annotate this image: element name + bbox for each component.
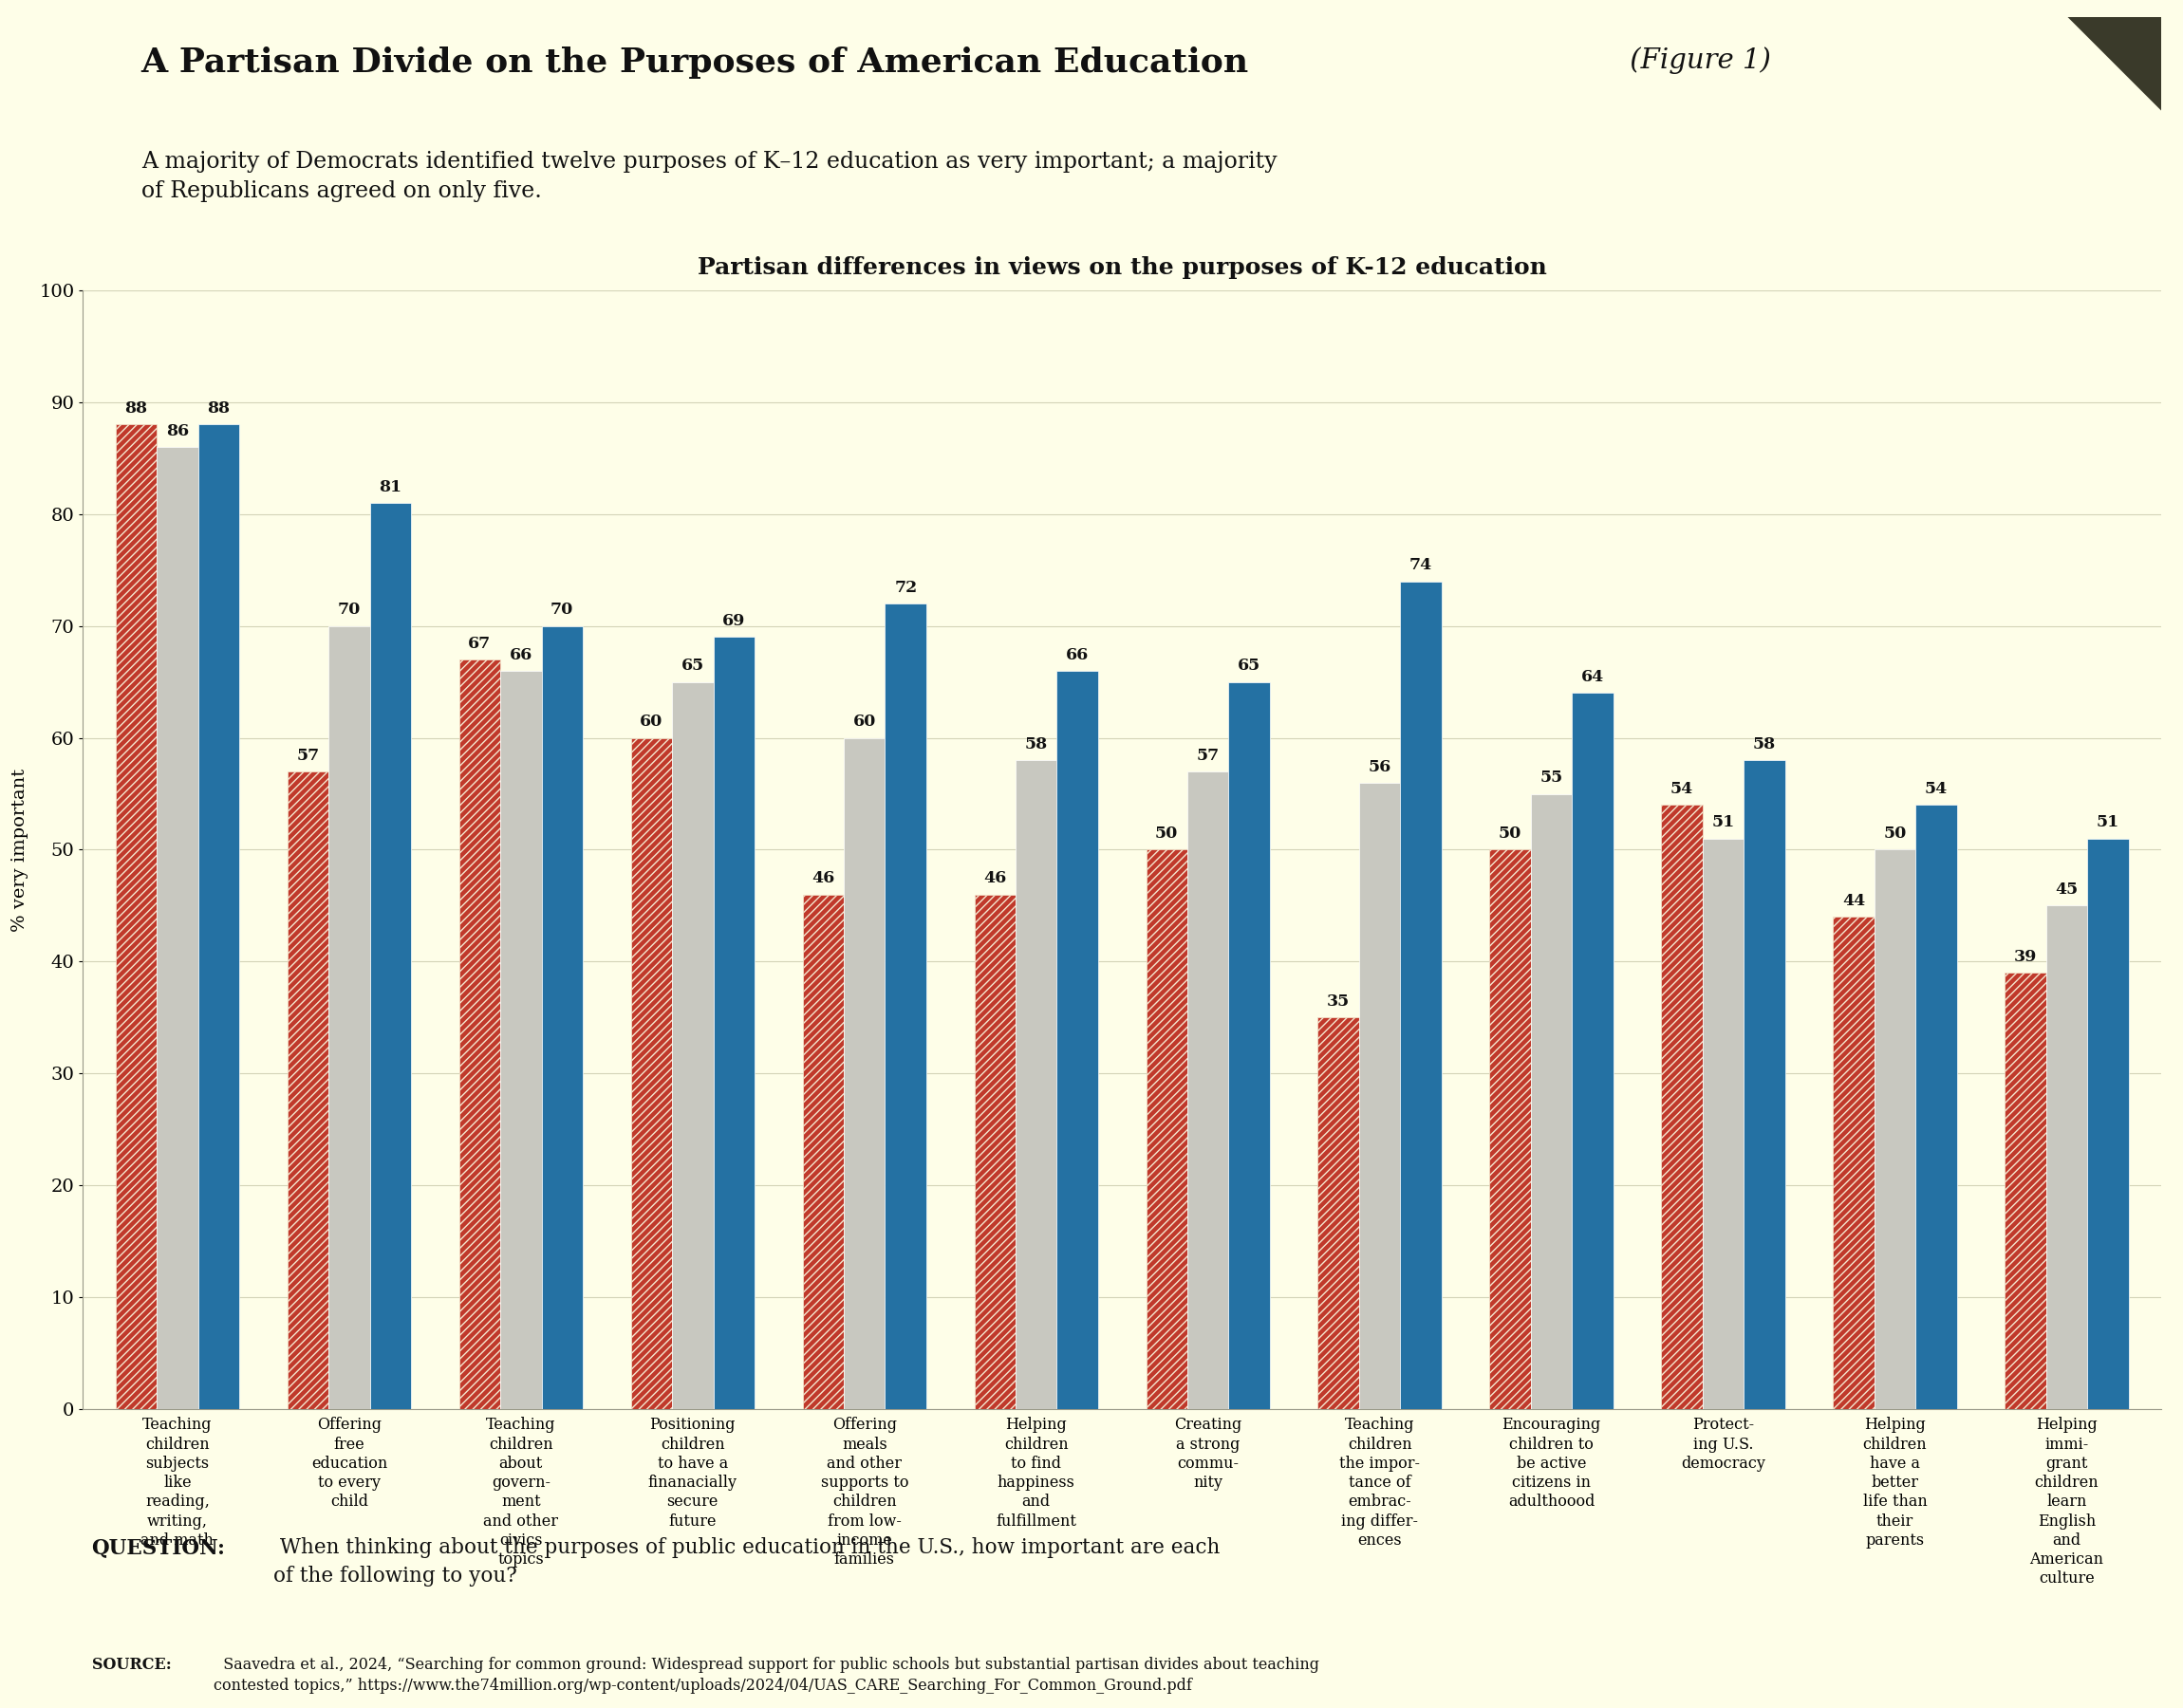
Text: 57: 57 xyxy=(297,748,319,763)
Y-axis label: % very important: % very important xyxy=(11,769,28,931)
Text: 64: 64 xyxy=(1580,670,1605,685)
Bar xyxy=(288,772,330,1409)
Text: SOURCE:: SOURCE: xyxy=(92,1657,170,1672)
Bar xyxy=(1572,693,1613,1409)
Bar xyxy=(884,603,926,1409)
Text: 74: 74 xyxy=(1410,557,1432,574)
Text: 55: 55 xyxy=(1539,770,1563,786)
Text: 86: 86 xyxy=(166,424,190,439)
Text: When thinking about the purposes of public education in the U.S., how important : When thinking about the purposes of publ… xyxy=(273,1537,1220,1587)
Bar xyxy=(1229,681,1271,1409)
Bar xyxy=(845,738,884,1409)
Text: A majority of Democrats identified twelve purposes of K–12 education as very imp: A majority of Democrats identified twelv… xyxy=(142,150,1277,202)
Text: 69: 69 xyxy=(723,613,744,629)
Text: 44: 44 xyxy=(1842,893,1864,909)
Polygon shape xyxy=(2067,17,2161,111)
Bar xyxy=(1834,917,1875,1409)
Text: 66: 66 xyxy=(1065,647,1089,663)
Bar xyxy=(1530,794,1572,1409)
Bar xyxy=(1875,849,1914,1409)
Text: 67: 67 xyxy=(467,635,491,652)
Bar xyxy=(541,625,583,1409)
Bar xyxy=(2045,905,2087,1409)
Text: 51: 51 xyxy=(1711,815,1735,830)
Text: 35: 35 xyxy=(1327,994,1349,1009)
Text: 60: 60 xyxy=(640,714,664,729)
Text: 50: 50 xyxy=(1155,825,1179,842)
Bar xyxy=(1399,581,1441,1409)
Bar xyxy=(1703,839,1744,1409)
Text: 46: 46 xyxy=(985,871,1006,886)
Text: 45: 45 xyxy=(2054,881,2078,898)
Bar xyxy=(803,895,845,1409)
Text: 65: 65 xyxy=(1238,658,1260,675)
Bar xyxy=(1188,772,1229,1409)
Text: 58: 58 xyxy=(1024,736,1048,753)
Text: 50: 50 xyxy=(1500,825,1522,842)
Text: (Figure 1): (Figure 1) xyxy=(1620,46,1770,73)
Text: A Partisan Divide on the Purposes of American Education: A Partisan Divide on the Purposes of Ame… xyxy=(142,46,1249,79)
Bar xyxy=(1661,804,1703,1409)
Bar xyxy=(500,671,541,1409)
Bar xyxy=(1015,760,1057,1409)
Bar xyxy=(2004,974,2045,1409)
Bar xyxy=(2087,839,2128,1409)
Text: 66: 66 xyxy=(509,647,533,663)
Bar xyxy=(330,625,369,1409)
Bar xyxy=(1744,760,1786,1409)
Bar xyxy=(672,681,714,1409)
Bar xyxy=(1360,782,1399,1409)
Bar xyxy=(157,447,199,1409)
Bar xyxy=(1146,849,1188,1409)
Text: 54: 54 xyxy=(1925,781,1947,798)
Text: 88: 88 xyxy=(207,401,229,417)
Text: 54: 54 xyxy=(1670,781,1694,798)
Text: 46: 46 xyxy=(812,871,834,886)
Text: 60: 60 xyxy=(854,714,875,729)
Title: Partisan differences in views on the purposes of K-12 education: Partisan differences in views on the pur… xyxy=(696,256,1548,280)
Bar xyxy=(1489,849,1530,1409)
Bar xyxy=(974,895,1015,1409)
Text: 58: 58 xyxy=(1753,736,1775,753)
Bar xyxy=(458,659,500,1409)
Bar xyxy=(1319,1018,1360,1409)
Text: QUESTION:: QUESTION: xyxy=(92,1537,225,1558)
Text: 65: 65 xyxy=(681,658,705,675)
Bar xyxy=(116,425,157,1409)
Text: 70: 70 xyxy=(550,601,574,618)
Bar xyxy=(199,425,240,1409)
Text: 39: 39 xyxy=(2015,950,2037,965)
Bar xyxy=(631,738,672,1409)
Bar xyxy=(714,637,755,1409)
Text: 70: 70 xyxy=(338,601,360,618)
Text: 88: 88 xyxy=(124,401,148,417)
Bar xyxy=(369,502,410,1409)
Text: Saavedra et al., 2024, “Searching for common ground: Widespread support for publ: Saavedra et al., 2024, “Searching for co… xyxy=(214,1657,1321,1694)
Bar xyxy=(1057,671,1098,1409)
Text: 56: 56 xyxy=(1369,758,1391,775)
Text: 57: 57 xyxy=(1196,748,1220,763)
Text: 50: 50 xyxy=(1884,825,1906,842)
Text: 51: 51 xyxy=(2096,815,2120,830)
Text: 81: 81 xyxy=(380,478,402,495)
Bar xyxy=(1914,804,1956,1409)
Text: 72: 72 xyxy=(895,579,917,596)
